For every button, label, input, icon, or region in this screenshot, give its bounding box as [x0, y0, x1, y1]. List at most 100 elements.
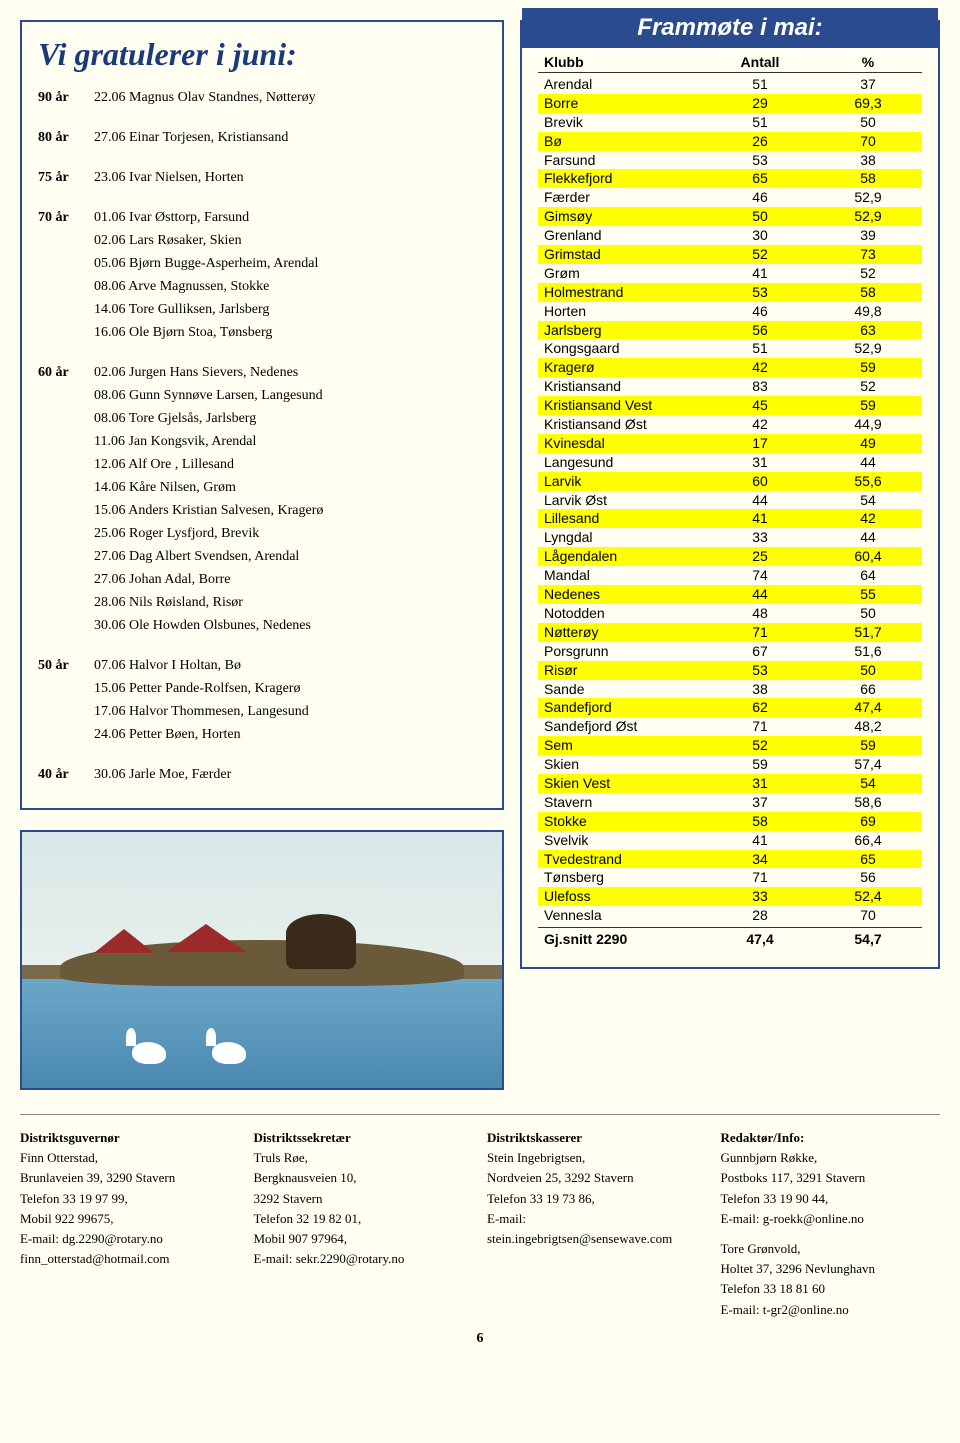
table-row: Grenland3039	[538, 226, 922, 245]
cell-pct: 52	[814, 377, 922, 396]
cell-klubb: Tønsberg	[538, 868, 706, 887]
age-label: 90 år	[38, 87, 94, 110]
cell-pct: 39	[814, 226, 922, 245]
cell-pct: 64	[814, 566, 922, 585]
footer-h3: Distriktskasserer	[487, 1129, 707, 1147]
cell-pct: 59	[814, 736, 922, 755]
cell-antall: 62	[706, 698, 814, 717]
cell-klubb: Skien	[538, 755, 706, 774]
entry-line: 14.06 Kåre Nilsen, Grøm	[94, 477, 486, 498]
cell-antall: 83	[706, 377, 814, 396]
cell-antall: 50	[706, 207, 814, 226]
entries-block: 23.06 Ivar Nielsen, Horten	[94, 167, 486, 190]
age-group: 70 år01.06 Ivar Østtorp, Farsund02.06 La…	[38, 207, 486, 345]
entry-line: 22.06 Magnus Olav Standnes, Nøtterøy	[94, 87, 486, 108]
table-row: Farsund5338	[538, 151, 922, 170]
cell-klubb: Sande	[538, 680, 706, 699]
table-total-row: Gj.snitt 2290 47,4 54,7	[538, 927, 922, 949]
total-antall: 47,4	[706, 930, 814, 949]
cell-klubb: Farsund	[538, 151, 706, 170]
age-label: 40 år	[38, 764, 94, 787]
table-body: Arendal5137Borre2969,3Brevik5150Bø2670Fa…	[538, 75, 922, 925]
entry-line: 11.06 Jan Kongsvik, Arendal	[94, 431, 486, 452]
table-row: Ulefoss3352,4	[538, 887, 922, 906]
table-row: Langesund3144	[538, 453, 922, 472]
age-label: 50 år	[38, 655, 94, 747]
footer-line: Stein Ingebrigtsen,	[487, 1149, 707, 1167]
cell-klubb: Skien Vest	[538, 774, 706, 793]
cell-antall: 33	[706, 528, 814, 547]
cell-klubb: Grenland	[538, 226, 706, 245]
footer-line: finn_otterstad@hotmail.com	[20, 1250, 240, 1268]
cell-antall: 42	[706, 358, 814, 377]
cell-klubb: Horten	[538, 302, 706, 321]
cell-pct: 47,4	[814, 698, 922, 717]
entry-line: 15.06 Petter Pande-Rolfsen, Kragerø	[94, 678, 486, 699]
footer-line: stein.ingebrigtsen@sensewave.com	[487, 1230, 707, 1248]
cell-klubb: Sandefjord	[538, 698, 706, 717]
cell-klubb: Porsgrunn	[538, 642, 706, 661]
table-row: Nedenes4455	[538, 585, 922, 604]
footer-h1: Distriktsguvernør	[20, 1129, 240, 1147]
entries-block: 02.06 Jurgen Hans Sievers, Nedenes08.06 …	[94, 362, 486, 638]
page-number: 6	[20, 1331, 940, 1347]
cell-klubb: Langesund	[538, 453, 706, 472]
footer-line: E-mail: t-gr2@online.no	[721, 1301, 941, 1319]
entry-line: 27.06 Johan Adal, Borre	[94, 569, 486, 590]
greetings-list: 90 år22.06 Magnus Olav Standnes, Nøtterø…	[38, 87, 486, 787]
cell-antall: 17	[706, 434, 814, 453]
entry-line: 27.06 Dag Albert Svendsen, Arendal	[94, 546, 486, 567]
cell-klubb: Kristiansand Vest	[538, 396, 706, 415]
footer-line: Mobil 922 99675,	[20, 1210, 240, 1228]
cell-pct: 55	[814, 585, 922, 604]
table-row: Tvedestrand3465	[538, 850, 922, 869]
cell-antall: 58	[706, 812, 814, 831]
total-pct: 54,7	[814, 930, 922, 949]
footer-line: Bergknausveien 10,	[254, 1169, 474, 1187]
footer-line: Gunnbjørn Røkke,	[721, 1149, 941, 1167]
entry-line: 15.06 Anders Kristian Salvesen, Kragerø	[94, 500, 486, 521]
greetings-box: Vi gratulerer i juni: 90 år22.06 Magnus …	[20, 20, 504, 810]
cell-klubb: Borre	[538, 94, 706, 113]
cell-klubb: Lågendalen	[538, 547, 706, 566]
attendance-box: Frammøte i mai: Klubb Antall % Arendal51…	[520, 20, 940, 969]
entry-line: 16.06 Ole Bjørn Stoa, Tønsberg	[94, 322, 486, 343]
cell-pct: 42	[814, 509, 922, 528]
table-row: Stokke5869	[538, 812, 922, 831]
cell-antall: 71	[706, 717, 814, 736]
table-row: Stavern3758,6	[538, 793, 922, 812]
footer-line: Tore Grønvold,	[721, 1240, 941, 1258]
cell-pct: 52,9	[814, 339, 922, 358]
cell-pct: 55,6	[814, 472, 922, 491]
cell-antall: 30	[706, 226, 814, 245]
cell-antall: 51	[706, 113, 814, 132]
cell-pct: 52,9	[814, 207, 922, 226]
age-group: 40 år30.06 Jarle Moe, Færder	[38, 764, 486, 787]
table-row: Larvik Øst4454	[538, 491, 922, 510]
cell-pct: 59	[814, 358, 922, 377]
entry-line: 07.06 Halvor I Holtan, Bø	[94, 655, 486, 676]
footer-col-3: Distriktskasserer Stein Ingebrigtsen,Nor…	[487, 1129, 721, 1321]
cell-pct: 50	[814, 661, 922, 680]
cell-pct: 69	[814, 812, 922, 831]
cell-pct: 54	[814, 774, 922, 793]
entry-line: 08.06 Gunn Synnøve Larsen, Langesund	[94, 385, 486, 406]
table-row: Bø2670	[538, 132, 922, 151]
table-row: Sem5259	[538, 736, 922, 755]
cell-pct: 58,6	[814, 793, 922, 812]
table-row: Gimsøy5052,9	[538, 207, 922, 226]
cell-klubb: Sandefjord Øst	[538, 717, 706, 736]
cell-pct: 58	[814, 169, 922, 188]
cell-klubb: Kristiansand	[538, 377, 706, 396]
footer: Distriktsguvernør Finn Otterstad,Brunlav…	[20, 1114, 940, 1321]
footer-col-2: Distriktssekretær Truls Røe,Bergknausvei…	[254, 1129, 488, 1321]
footer-line: Postboks 117, 3291 Stavern	[721, 1169, 941, 1187]
table-row: Sandefjord6247,4	[538, 698, 922, 717]
footer-line: Truls Røe,	[254, 1149, 474, 1167]
cell-antall: 65	[706, 169, 814, 188]
entries-block: 01.06 Ivar Østtorp, Farsund02.06 Lars Rø…	[94, 207, 486, 345]
footer-line: E-mail:	[487, 1210, 707, 1228]
cell-pct: 57,4	[814, 755, 922, 774]
cell-klubb: Tvedestrand	[538, 850, 706, 869]
table-row: Skien5957,4	[538, 755, 922, 774]
